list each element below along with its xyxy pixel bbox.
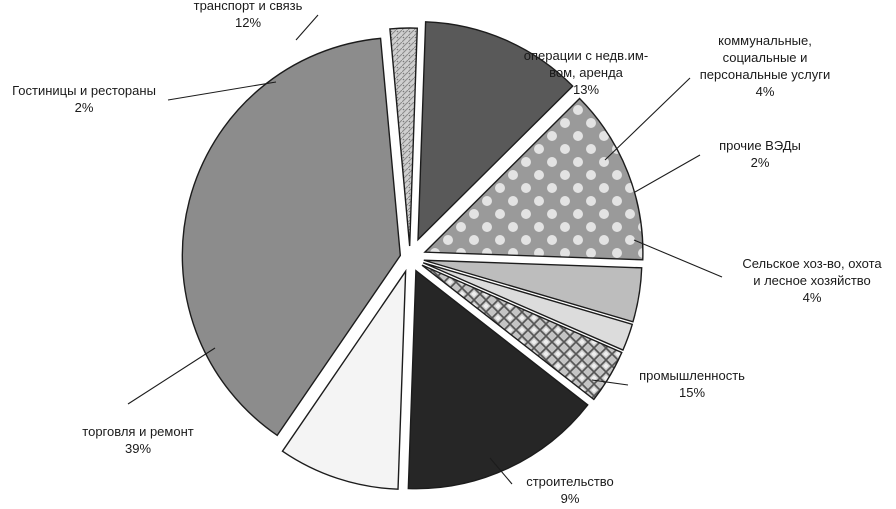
pie-slices [181,21,644,490]
slice-percent: 39% [125,441,151,456]
pie-slice-операции-с-недв-им-вом-аренда [423,97,644,261]
slice-name: социальные и [723,50,808,65]
leader-line-прочие-вэды [634,154,701,193]
slice-name: коммунальные, [718,33,812,48]
slice-name: транспорт и связь [194,0,303,13]
slice-name: и лесное хозяйство [753,273,871,288]
slice-name: операции с недв.им- [524,48,648,63]
slice-name: промышленность [639,368,745,383]
slice-label-промышленность: промышленность 15% [639,368,745,400]
slice-name: вом, аренда [549,65,624,80]
slice-label-торговля-и-ремонт: торговля и ремонт 39% [82,424,193,456]
slice-percent: 4% [756,84,775,99]
leader-lines [127,14,723,485]
slice-label-транспорт-и-связь: транспорт и связь 12% [194,0,303,30]
leader-line-коммунальные-социальные-и-персональные-услуги [604,77,691,161]
slice-percent: 15% [679,385,705,400]
slice-name: Гостиницы и рестораны [12,83,156,98]
slice-name: строительство [526,474,614,489]
pie-slice-промышленность [407,269,589,490]
slice-name: торговля и ремонт [82,424,193,439]
slice-label-операции-с-недв-им-вом-аренда: операции с недв.им-вом, аренда 13% [524,48,648,97]
slice-percent: 4% [803,290,822,305]
slice-label-прочие-вэды: прочие ВЭДы 2% [719,138,801,170]
slice-label-коммунальные-социальные-и-персональные-услуги: коммунальные, социальные и персональные ус… [700,33,830,99]
slice-percent: 12% [235,15,261,30]
slice-name: персональные услуги [700,67,830,82]
slice-label-гостиницы-и-рестораны: Гостиницы и рестораны 2% [12,83,156,115]
leader-line-промышленность [591,379,629,386]
pie-slice-коммунальные-социальные-и-персональные-услуги [423,259,643,323]
slice-label-строительство: строительство 9% [526,474,614,506]
slice-percent: 2% [751,155,770,170]
pie-slice-транспорт-и-связь [417,21,574,242]
slice-name: Сельское хоз-во, охота [742,256,882,271]
pie-slice-строительство [281,268,407,490]
leader-line-транспорт-и-связь [295,14,319,41]
leader-line-гостиницы-и-рестораны [167,81,277,101]
slice-name: прочие ВЭДы [719,138,801,153]
pie-slice-сельское-хоз-во-охота-и-лесное-хозяйство [421,264,623,401]
pie-slice-торговля-и-ремонт [181,37,402,437]
pie-slice-гостиницы-и-рестораны [389,27,418,247]
leader-line-строительство [489,457,513,485]
slice-percent: 13% [573,82,599,97]
slice-percent: 9% [561,491,580,506]
pie-slice-прочие-вэды [422,262,634,351]
slice-labels: транспорт и связь 12% операции с недв.им-в… [12,0,882,506]
leader-line-сельское-хоз-во-охота-и-лесное-хозяйство [633,239,723,278]
leader-line-торговля-и-ремонт [127,347,216,405]
slice-percent: 2% [75,100,94,115]
slice-label-сельское-хоз-во-охота-и-лесное-хозяйство: Сельское хоз-во, охота и лесное хозяйство… [742,256,882,305]
